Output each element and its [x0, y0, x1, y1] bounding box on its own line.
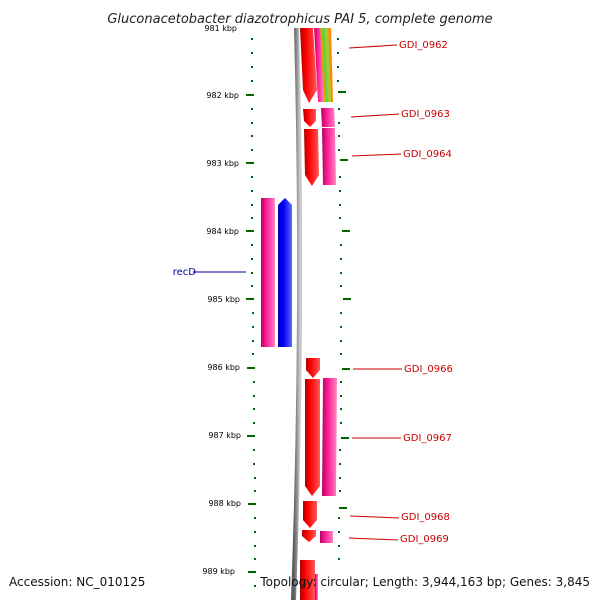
gene-labels: GDI_0962 GDI_0963 GDI_0964 recD GDI_0966… [173, 40, 453, 545]
gene-feature[interactable] [302, 530, 316, 542]
topology-text: Topology: circular; Length: 3,944,163 bp… [259, 575, 590, 589]
gene-feature[interactable] [306, 358, 320, 378]
label-leader-lines [193, 44, 402, 541]
genome-backbone [291, 27, 303, 600]
accession-text: Accession: NC_010125 [9, 575, 145, 589]
gene-label-gdi-0967[interactable]: GDI_0967 [403, 433, 452, 444]
gene-feature[interactable] [305, 379, 320, 496]
gene-label-gdi-0962[interactable]: GDI_0962 [399, 40, 448, 51]
ruler-label: 987 kbp [208, 431, 241, 440]
gene-label-gdi-0964[interactable]: GDI_0964 [403, 149, 452, 160]
gene-feature[interactable] [300, 28, 317, 103]
cds-feature[interactable] [322, 128, 336, 185]
gene-label-gdi-0969[interactable]: GDI_0969 [400, 534, 449, 545]
cds-feature[interactable] [315, 574, 318, 600]
cds-feature[interactable] [314, 28, 324, 102]
ruler-label: 986 kbp [207, 363, 240, 372]
cds-feature[interactable] [321, 108, 335, 127]
gene-feature[interactable] [303, 501, 317, 528]
ruler-label: 985 kbp [207, 295, 240, 304]
ruler-labels: 981 kbp 982 kbp 983 kbp 984 kbp 985 kbp … [202, 24, 241, 576]
map-title: Gluconacetobacter diazotrophicus PAI 5, … [107, 12, 492, 27]
gene-feature-recd[interactable] [278, 198, 292, 347]
ruler-label: 983 kbp [206, 159, 239, 168]
ruler-label: 982 kbp [206, 91, 239, 100]
ruler-label: 988 kbp [208, 499, 241, 508]
ruler-ticks-outer [337, 38, 351, 560]
reverse-strand-features [261, 198, 292, 347]
ruler-label: 981 kbp [204, 24, 237, 33]
cds-feature-recd[interactable] [261, 198, 275, 347]
gene-label-recd[interactable]: recD [173, 267, 197, 278]
ruler-label: 984 kbp [206, 227, 239, 236]
gene-label-gdi-0968[interactable]: GDI_0968 [401, 512, 450, 523]
gene-feature[interactable] [300, 560, 315, 600]
forward-strand-features [300, 28, 337, 600]
ruler-ticks-inner [246, 38, 256, 587]
ruler-label: 989 kbp [202, 567, 235, 576]
gene-feature[interactable] [304, 129, 319, 186]
cds-feature[interactable] [320, 531, 333, 543]
gene-label-gdi-0963[interactable]: GDI_0963 [401, 109, 450, 120]
cds-feature[interactable] [322, 378, 337, 496]
gene-label-gdi-0966[interactable]: GDI_0966 [404, 364, 453, 375]
gene-feature[interactable] [303, 109, 316, 127]
